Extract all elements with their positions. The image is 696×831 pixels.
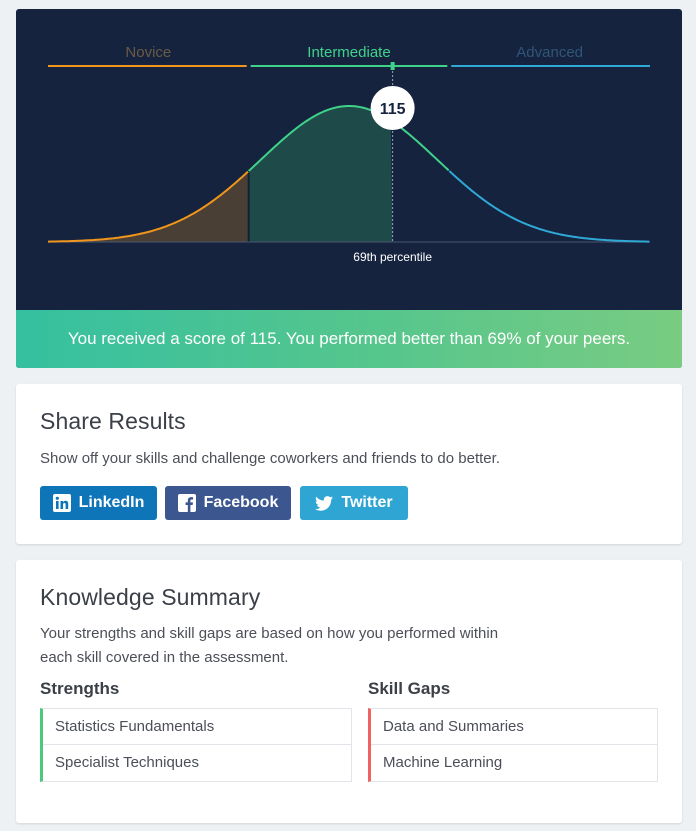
skill-gap-item: Machine Learning xyxy=(383,754,503,771)
percentile-label: 69th percentile xyxy=(353,250,432,264)
score-bubble xyxy=(370,86,415,130)
linkedin-button-label: LinkedIn xyxy=(78,494,145,511)
novice-area-fill xyxy=(48,171,249,242)
intermediate-label: Intermediate xyxy=(307,44,390,61)
advanced-label: Advanced xyxy=(516,44,583,61)
intermediate-curve-line xyxy=(248,105,450,172)
intermediate-area-fill xyxy=(248,106,393,242)
score-position-tick xyxy=(390,62,395,70)
facebook-icon xyxy=(177,494,196,512)
share-results-description: Show off your skills and challenge cowor… xyxy=(40,450,500,467)
strength-item: Specialist Techniques xyxy=(55,754,199,771)
skill-gap-item: Data and Summaries xyxy=(371,709,657,745)
linkedin-share-button[interactable]: LinkedIn xyxy=(40,486,157,520)
share-results-title: Share Results xyxy=(40,408,186,434)
strengths-list: Statistics Fundamentals Specialist Techn… xyxy=(40,708,352,782)
strength-item: Statistics Fundamentals xyxy=(43,709,351,745)
knowledge-description-line-2: each skill covered in the assessment. xyxy=(40,649,289,666)
score-distribution-chart: Novice Intermediate Advanced 115 69th percen… xyxy=(48,44,650,264)
knowledge-summary-title: Knowledge Summary xyxy=(40,584,261,610)
knowledge-summary-description: Your strengths and skill gaps are based … xyxy=(40,622,498,670)
facebook-button-label: Facebook xyxy=(203,494,279,511)
skill-gaps-list: Data and Summaries Machine Learning xyxy=(368,708,658,782)
facebook-share-button[interactable]: Facebook xyxy=(165,486,291,520)
skill-gaps-heading: Skill Gaps xyxy=(368,679,451,698)
score-distribution-panel: Novice Intermediate Advanced 115 69th percen… xyxy=(16,9,682,368)
knowledge-description-line-1: Your strengths and skill gaps are based … xyxy=(40,625,499,642)
score-summary-banner: You received a score of 115. You perform… xyxy=(16,310,682,368)
twitter-icon xyxy=(315,495,334,511)
twitter-button-label: Twitter xyxy=(341,494,393,511)
skill-gaps-column: Skill Gaps Data and Summaries Machine Le… xyxy=(368,678,658,782)
novice-label: Novice xyxy=(125,44,171,61)
knowledge-summary-card: Knowledge Summary Your strengths and ski… xyxy=(16,560,682,823)
strengths-heading: Strengths xyxy=(40,679,120,698)
twitter-share-button[interactable]: Twitter xyxy=(300,486,408,520)
advanced-curve-line xyxy=(448,170,650,243)
linkedin-icon xyxy=(52,494,71,512)
score-bubble-value: 115 xyxy=(380,101,406,118)
strengths-column: Strengths Statistics Fundamentals Specia… xyxy=(40,678,352,782)
share-results-card: Share Results Show off your skills and c… xyxy=(16,384,682,544)
novice-curve-line xyxy=(48,170,249,243)
